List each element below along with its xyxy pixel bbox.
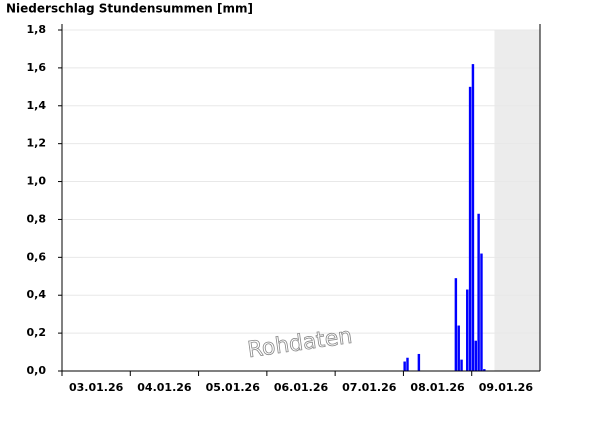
x-tick-label: 05.01.26 bbox=[206, 381, 261, 394]
x-tick-label: 08.01.26 bbox=[410, 381, 465, 394]
bar bbox=[454, 278, 458, 371]
bar bbox=[466, 289, 469, 371]
bar bbox=[460, 359, 463, 371]
bar bbox=[471, 64, 475, 371]
bar bbox=[480, 253, 483, 371]
bar bbox=[417, 353, 421, 371]
y-tick-label: 0,4 bbox=[27, 288, 47, 301]
y-tick-label: 0,0 bbox=[27, 364, 47, 377]
x-tick-label: 07.01.26 bbox=[342, 381, 397, 394]
chart-title: Niederschlag Stundensummen [mm] bbox=[6, 2, 253, 16]
bar bbox=[457, 325, 460, 371]
x-tick-label: 03.01.26 bbox=[69, 381, 124, 394]
y-tick-label: 1,0 bbox=[27, 175, 47, 188]
y-tick-label: 1,4 bbox=[27, 99, 47, 112]
bar bbox=[483, 369, 486, 371]
watermark: Rohdaten bbox=[246, 324, 354, 363]
bar bbox=[403, 361, 406, 371]
bar bbox=[477, 213, 480, 371]
y-tick-label: 1,6 bbox=[27, 61, 47, 74]
y-tick-label: 0,6 bbox=[27, 250, 47, 263]
y-tick-label: 0,2 bbox=[27, 326, 47, 339]
y-tick-label: 0,8 bbox=[27, 212, 47, 225]
shaded-region bbox=[494, 30, 540, 371]
bar bbox=[406, 357, 409, 371]
y-tick-label: 1,8 bbox=[27, 23, 47, 36]
x-tick-label: 04.01.26 bbox=[137, 381, 192, 394]
x-tick-label: 06.01.26 bbox=[274, 381, 329, 394]
x-tick-label: 09.01.26 bbox=[479, 381, 534, 394]
y-tick-label: 1,2 bbox=[27, 137, 47, 150]
bar bbox=[468, 86, 472, 371]
bar bbox=[474, 340, 478, 371]
